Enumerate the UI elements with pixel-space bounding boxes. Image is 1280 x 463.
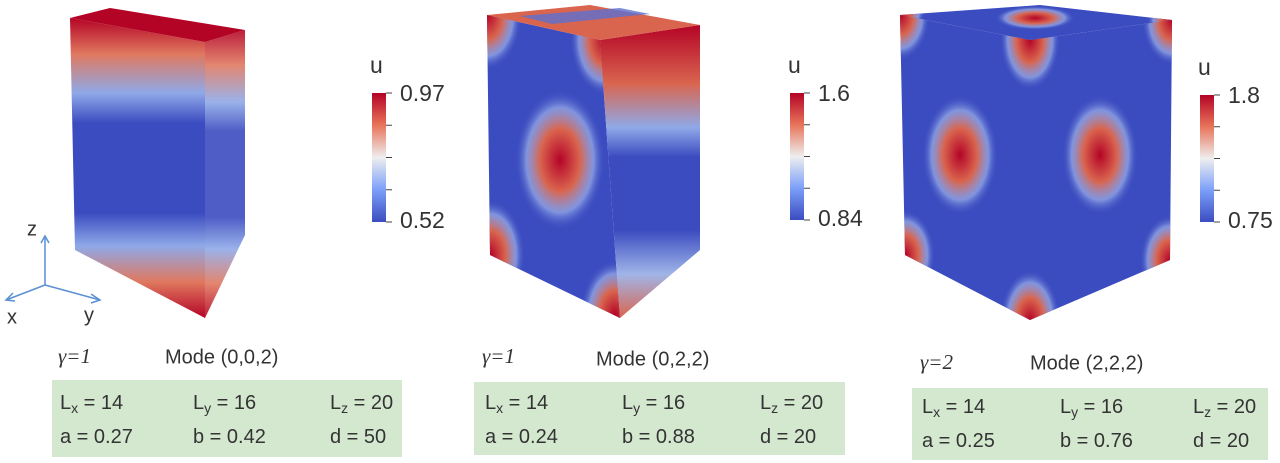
param: b = 0.88 (622, 426, 695, 448)
param: d = 20 (1193, 430, 1249, 452)
param-symbol: L (1193, 396, 1204, 418)
param: Ly = 16 (1060, 396, 1123, 419)
param-subscript: x (496, 400, 503, 416)
axis-label: z (27, 218, 37, 240)
param-subscript: z (771, 400, 778, 416)
param: Lx = 14 (60, 392, 123, 415)
param-symbol: d = 50 (330, 426, 386, 448)
cube-1 (70, 8, 245, 318)
colorbar-title: u (370, 52, 383, 78)
colorbar-max: 1.8 (1228, 82, 1260, 108)
param-subscript: z (341, 400, 348, 416)
panels: u0.970.52γ=1 Mode (0,0,2)Lx = 14 Ly = 16 Lz… (52, 52, 1273, 460)
cube-2 (487, 5, 700, 318)
param-symbol: L (330, 392, 341, 414)
colorbar-max: 0.97 (400, 80, 445, 106)
param-symbol: b = 0.42 (193, 426, 266, 448)
param-symbol: a = 0.24 (485, 426, 558, 448)
param-subscript: y (204, 400, 211, 416)
param-symbol: L (622, 392, 633, 414)
colorbar-title: u (788, 52, 801, 78)
param-value: = 14 (78, 392, 123, 414)
param-value: = 16 (640, 392, 685, 414)
param: b = 0.42 (193, 426, 266, 448)
param-symbol: L (485, 392, 496, 414)
param-symbol: L (922, 396, 933, 418)
param-symbol: b = 0.76 (1060, 430, 1133, 452)
cube-3 (900, 5, 1172, 320)
param: Ly = 16 (193, 392, 256, 415)
mode: Mode (0,0,2) (165, 346, 278, 368)
param: a = 0.24 (485, 426, 558, 448)
colorbar (1200, 95, 1214, 222)
param-value: = 14 (940, 396, 985, 418)
colorbar-title: u (1198, 54, 1211, 80)
param-box (474, 382, 845, 455)
gamma: γ=2 (920, 350, 953, 374)
param: Lx = 14 (922, 396, 985, 419)
param: Lx = 14 (485, 392, 548, 415)
param-symbol: L (1060, 396, 1071, 418)
gamma: γ=1 (58, 344, 91, 368)
param: a = 0.27 (60, 426, 133, 448)
param-symbol: a = 0.27 (60, 426, 133, 448)
param: Lz = 20 (1193, 396, 1256, 419)
param-value: = 16 (211, 392, 256, 414)
param: Ly = 16 (622, 392, 685, 415)
param-value: = 20 (348, 392, 393, 414)
param-value: = 16 (1078, 396, 1123, 418)
colorbar (790, 93, 804, 220)
gamma: γ=1 (482, 344, 515, 368)
param: Lz = 20 (330, 392, 393, 415)
param-subscript: y (1071, 404, 1078, 420)
param: d = 50 (330, 426, 386, 448)
param-symbol: b = 0.88 (622, 426, 695, 448)
param-box (912, 388, 1268, 460)
colorbar-min: 0.52 (400, 207, 445, 233)
param-symbol: L (193, 392, 204, 414)
param-value: = 14 (503, 392, 548, 414)
param: d = 20 (760, 426, 816, 448)
param: Lz = 20 (760, 392, 823, 415)
axis-label: x (7, 306, 17, 328)
param-symbol: L (60, 392, 71, 414)
param-symbol: d = 20 (1193, 430, 1249, 452)
param-value: = 20 (1211, 396, 1256, 418)
param-symbol: L (760, 392, 771, 414)
axis-label: y (84, 304, 94, 326)
param-symbol: d = 20 (760, 426, 816, 448)
param: a = 0.25 (922, 430, 995, 452)
param: b = 0.76 (1060, 430, 1133, 452)
param-subscript: y (633, 400, 640, 416)
param-subscript: z (1204, 404, 1211, 420)
mode: Mode (2,2,2) (1030, 352, 1143, 374)
axis-gizmo (4, 234, 102, 304)
param-subscript: x (933, 404, 940, 420)
colorbar-min: 0.84 (818, 205, 863, 231)
colorbar-min: 0.75 (1228, 207, 1273, 233)
mode: Mode (0,2,2) (596, 348, 709, 370)
colorbar-max: 1.6 (818, 80, 850, 106)
param-subscript: x (71, 400, 78, 416)
param-symbol: a = 0.25 (922, 430, 995, 452)
colorbar (372, 93, 386, 222)
param-box (52, 380, 402, 457)
param-value: = 20 (778, 392, 823, 414)
